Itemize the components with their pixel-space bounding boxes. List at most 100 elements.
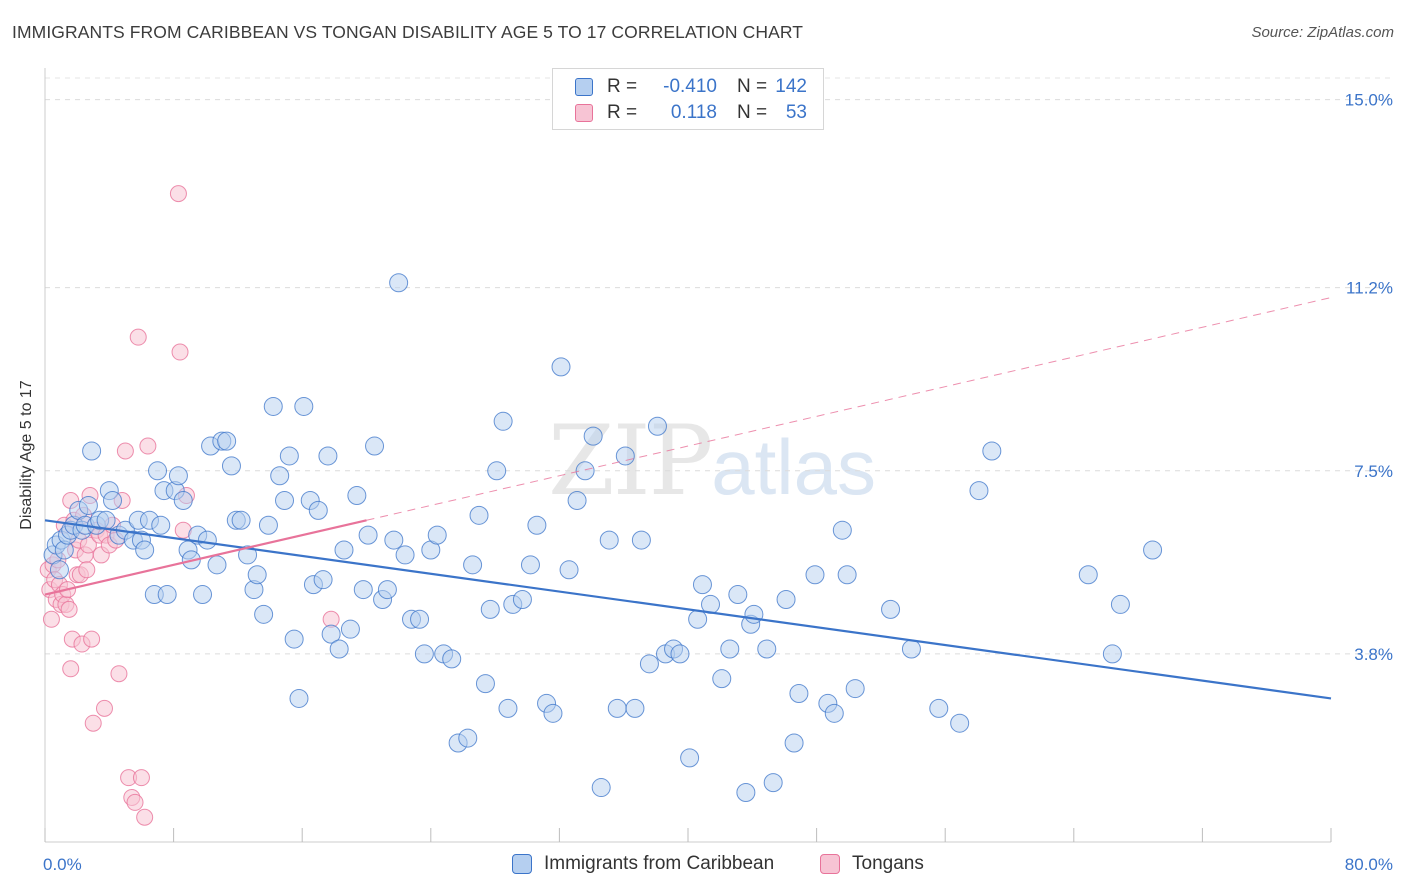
point-caribbean <box>289 688 309 708</box>
point-caribbean <box>583 426 603 446</box>
point-caribbean <box>480 599 500 619</box>
point-tongans <box>136 808 154 826</box>
point-caribbean <box>599 530 619 550</box>
grid-lines <box>45 77 1392 655</box>
legend-r-label: R = <box>607 76 638 97</box>
point-caribbean <box>784 733 804 753</box>
point-caribbean <box>631 530 651 550</box>
point-caribbean <box>688 609 708 629</box>
legend-r-value: 0.118 <box>670 102 717 123</box>
y-tick-label: 11.2% <box>1346 279 1393 298</box>
point-tongans <box>126 793 144 811</box>
point-caribbean <box>358 525 378 545</box>
point-caribbean <box>969 481 989 501</box>
point-tongans <box>84 714 102 732</box>
legend-label-caribbean: Immigrants from Caribbean <box>544 853 775 874</box>
point-tongans <box>78 561 96 579</box>
series-caribbean <box>43 273 1163 803</box>
point-tongans <box>132 769 150 787</box>
point-caribbean <box>284 629 304 649</box>
point-caribbean <box>238 545 258 565</box>
point-caribbean <box>168 466 188 486</box>
trendline-tongans <box>44 519 367 596</box>
point-caribbean <box>559 560 579 580</box>
point-tongans <box>83 630 101 648</box>
legend-label-tongans: Tongans <box>852 853 924 874</box>
point-caribbean <box>736 783 756 803</box>
point-caribbean <box>340 619 360 639</box>
point-caribbean <box>527 515 547 535</box>
correlation-legend: R = -0.410 N = 142 R = 0.118 N = 53 <box>552 68 824 130</box>
point-tongans <box>169 185 187 203</box>
legend-n-value: 53 <box>785 102 807 123</box>
x-tick-label: 80.0% <box>1345 855 1393 874</box>
legend-row-caribbean: R = -0.410 N = 142 <box>575 75 807 99</box>
point-caribbean <box>151 515 171 535</box>
point-caribbean <box>757 639 777 659</box>
point-caribbean <box>279 446 299 466</box>
legend-item-tongans: Tongans <box>820 853 924 875</box>
point-caribbean <box>845 679 865 699</box>
point-caribbean <box>308 500 328 520</box>
point-caribbean <box>469 505 489 525</box>
point-tongans <box>139 437 157 455</box>
point-caribbean <box>692 575 712 595</box>
y-axis-label: Disability Age 5 to 17 <box>18 380 35 530</box>
point-caribbean <box>321 624 341 644</box>
point-caribbean <box>607 698 627 718</box>
trendline-caribbean <box>44 519 1332 700</box>
legend-n-label: N = <box>737 76 768 97</box>
y-tick-label: 3.8% <box>1354 645 1393 664</box>
point-tongans <box>62 660 80 678</box>
point-caribbean <box>647 416 667 436</box>
point-caribbean <box>82 441 102 461</box>
legend-swatch-tongans <box>575 104 593 122</box>
point-caribbean <box>575 461 595 481</box>
point-caribbean <box>543 703 563 723</box>
point-tongans <box>60 600 78 618</box>
point-caribbean <box>263 396 283 416</box>
point-caribbean <box>275 490 295 510</box>
point-tongans <box>116 442 134 460</box>
series-legend: Immigrants from Caribbean Tongans <box>0 851 1406 879</box>
point-caribbean <box>427 525 447 545</box>
point-caribbean <box>670 644 690 664</box>
point-caribbean <box>680 748 700 768</box>
point-caribbean <box>1110 594 1130 614</box>
x-tick-label: 0.0% <box>43 855 82 874</box>
y-tick-label: 7.5% <box>1354 462 1393 481</box>
y-tick-label: 15.0% <box>1345 91 1393 110</box>
point-caribbean <box>329 639 349 659</box>
point-caribbean <box>353 580 373 600</box>
point-caribbean <box>1102 644 1122 664</box>
point-caribbean <box>258 515 278 535</box>
point-caribbean <box>728 585 748 605</box>
point-caribbean <box>498 698 518 718</box>
tick-labels: 3.8% 7.5% 11.2% 15.0% 0.0% 80.0% <box>43 91 1393 874</box>
legend-n-value: 142 <box>775 76 807 97</box>
point-caribbean <box>744 604 764 624</box>
point-caribbean <box>217 431 237 451</box>
point-caribbean <box>567 490 587 510</box>
legend-n-label: N = <box>737 102 768 123</box>
point-tongans <box>171 343 189 361</box>
point-caribbean <box>247 565 267 585</box>
legend-swatch-tongans <box>820 854 840 874</box>
point-caribbean <box>881 599 901 619</box>
point-caribbean <box>231 510 251 530</box>
point-caribbean <box>410 609 430 629</box>
point-caribbean <box>950 713 970 733</box>
point-caribbean <box>318 446 338 466</box>
trend-lines <box>44 297 1332 700</box>
point-caribbean <box>837 565 857 585</box>
point-caribbean <box>313 570 333 590</box>
watermark-atlas: atlas <box>711 423 876 511</box>
legend-swatch-caribbean <box>512 854 532 874</box>
legend-item-caribbean: Immigrants from Caribbean <box>512 853 774 875</box>
point-caribbean <box>442 649 462 669</box>
point-caribbean <box>49 560 69 580</box>
chart-title: IMMIGRANTS FROM CARIBBEAN VS TONGAN DISA… <box>12 22 804 42</box>
point-caribbean <box>625 698 645 718</box>
point-caribbean <box>520 555 540 575</box>
point-caribbean <box>824 703 844 723</box>
